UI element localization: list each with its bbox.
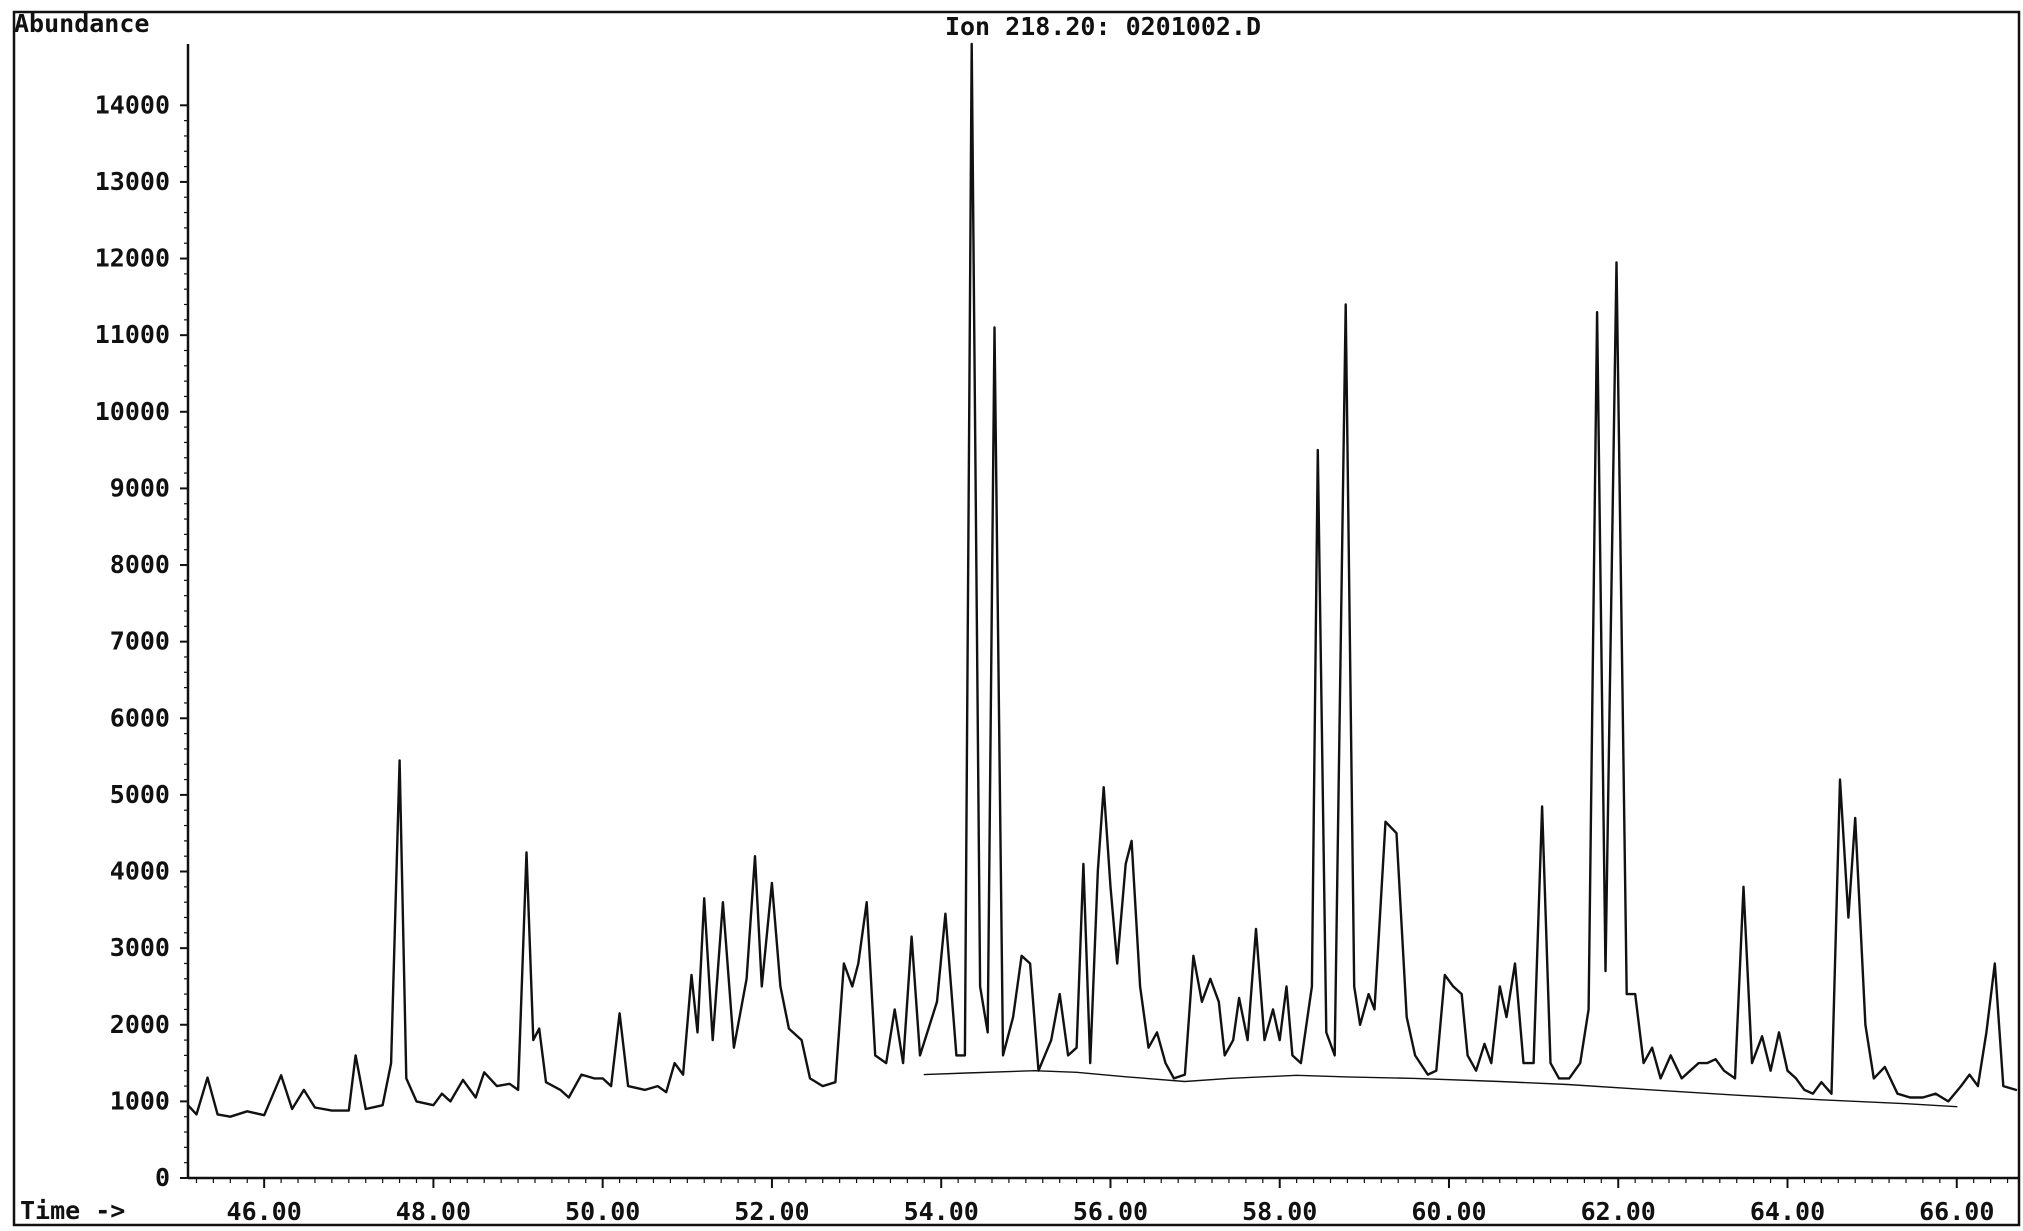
x-tick-label: 50.00 — [565, 1197, 640, 1226]
y-tick-label: 2000 — [110, 1010, 170, 1039]
series-line-1 — [186, 42, 2018, 1118]
x-axis-label: Time -> — [20, 1196, 125, 1225]
x-ticks-group: 46.00 48.00 50.00 52.00 54.00 56.00 58.00 60.00… — [195, 1178, 2009, 1226]
x-tick-label: 46.00 — [227, 1197, 302, 1226]
y-tick-label: 13000 — [95, 167, 170, 196]
y-tick-label: 14000 — [95, 90, 170, 119]
y-tick-label: 10000 — [95, 397, 170, 426]
y-tick-label: 11000 — [95, 320, 170, 349]
y-tick-label: 12000 — [95, 244, 170, 273]
x-tick-label: 54.00 — [904, 1197, 979, 1226]
y-tick-label: 5000 — [110, 780, 170, 809]
y-axis-label: Abundance — [14, 9, 149, 38]
plot-frame — [12, 10, 2021, 1227]
y-tick-label: 3000 — [110, 933, 170, 962]
series-line-2 — [923, 1070, 1958, 1108]
chart-title: Ion 218.20: 0201002.D — [945, 12, 1261, 41]
x-tick-label: 58.00 — [1242, 1197, 1317, 1226]
x-tick-label: 56.00 — [1073, 1197, 1148, 1226]
y-tick-label: 8000 — [110, 550, 170, 579]
x-tick-label: 62.00 — [1581, 1197, 1656, 1226]
y-tick-label: 4000 — [110, 857, 170, 886]
x-tick-label: 66.00 — [1919, 1197, 1994, 1226]
series-group — [186, 42, 2018, 1118]
x-tick-label: 64.00 — [1750, 1197, 1825, 1226]
y-tick-label: 1000 — [110, 1086, 170, 1115]
y-tick-label: 6000 — [110, 703, 170, 732]
x-tick-label: 52.00 — [734, 1197, 809, 1226]
x-tick-label: 60.00 — [1411, 1197, 1486, 1226]
y-ticks-group: 0 1000 2000 3000 4000 5000 6000 7000 8000 9000 100… — [95, 90, 188, 1192]
y-tick-label: 7000 — [110, 627, 170, 656]
y-tick-label: 0 — [155, 1163, 170, 1192]
y-tick-label: 9000 — [110, 473, 170, 502]
x-tick-label: 48.00 — [396, 1197, 471, 1226]
